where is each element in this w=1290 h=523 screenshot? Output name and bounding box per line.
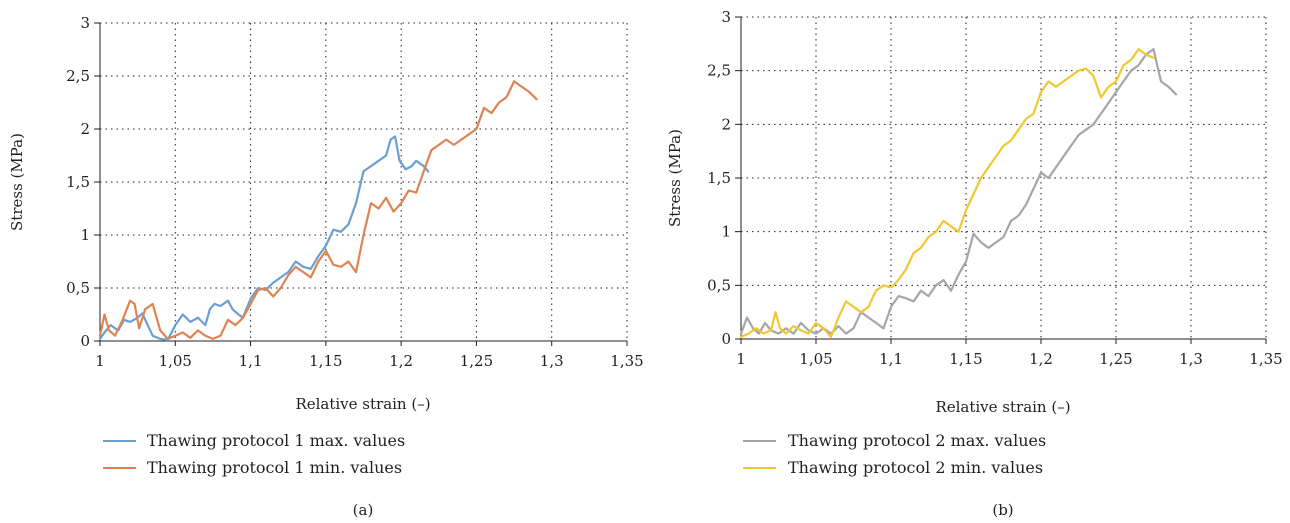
y-tick-label-a-6: 3	[80, 14, 90, 32]
legend-label-a-0: Thawing protocol 1 max. values	[147, 431, 405, 450]
series-b	[739, 48, 1178, 338]
legend-label-b-0: Thawing protocol 2 max. values	[788, 431, 1046, 450]
legend-label-b-1: Thawing protocol 2 min. values	[788, 458, 1043, 477]
x-tick-label-a-7: 1,35	[610, 352, 643, 370]
y-axis-label-a: Stress (MPa)	[8, 133, 26, 231]
y-tick-labels-b: 0 0,5 1 1,5 2 2,5 3	[707, 8, 731, 348]
y-tick-label-b-3: 1,5	[707, 169, 731, 187]
panel-b: 1 1,05 1,1 1,15 1,2 1,25 1,3 1,35 0 0,5 1 1,5 2 2,5 3…	[666, 8, 1283, 519]
y-tick-label-a-1: 0,5	[66, 279, 90, 297]
x-tick-label-b-6: 1,3	[1179, 350, 1203, 368]
x-tick-label-b-5: 1,25	[1099, 350, 1132, 368]
y-tick-label-b-0: 0	[721, 330, 731, 348]
x-tick-label-b-0: 1	[736, 350, 746, 368]
legend-label-a-1: Thawing protocol 1 min. values	[147, 458, 402, 477]
y-tick-label-b-5: 2,5	[707, 62, 731, 80]
y-tick-label-b-2: 1	[721, 223, 731, 241]
panel-label-a: (a)	[353, 501, 374, 519]
y-axis-label-b: Stress (MPa)	[666, 129, 684, 227]
y-tick-label-a-0: 0	[80, 332, 90, 350]
y-tick-label-b-1: 0,5	[707, 276, 731, 294]
x-tick-label-a-3: 1,15	[309, 352, 342, 370]
series-line-b-1	[739, 48, 1155, 338]
x-tick-label-a-4: 1,2	[389, 352, 413, 370]
legend-a: Thawing protocol 1 max. values Thawing p…	[103, 431, 405, 477]
series-line-a-1	[98, 80, 538, 340]
x-tick-label-a-2: 1,1	[239, 352, 263, 370]
legend-b: Thawing protocol 2 max. values Thawing p…	[743, 431, 1046, 477]
y-tick-label-a-3: 1,5	[66, 173, 90, 191]
y-tick-label-a-2: 1	[80, 226, 90, 244]
panel-label-b: (b)	[992, 501, 1013, 519]
x-axis-label-a: Relative strain (–)	[295, 395, 430, 413]
x-tick-label-b-2: 1,1	[879, 350, 903, 368]
series-a	[98, 80, 538, 341]
y-tick-label-b-6: 3	[721, 8, 731, 26]
axes-b	[740, 17, 1266, 340]
y-tick-label-b-4: 2	[721, 115, 731, 133]
x-axis-label-b: Relative strain (–)	[935, 398, 1070, 416]
y-tick-labels-a: 0 0,5 1 1,5 2 2,5 3	[66, 14, 90, 350]
y-tick-label-a-5: 2,5	[66, 67, 90, 85]
x-tick-label-a-6: 1,3	[540, 352, 564, 370]
series-line-a-0	[98, 135, 430, 341]
grid-b	[735, 16, 1267, 344]
series-line-b-0	[739, 48, 1178, 335]
grid-a	[94, 22, 628, 346]
x-tick-label-a-5: 1,25	[460, 352, 493, 370]
x-tick-labels-a: 1 1,05 1,1 1,15 1,2 1,25 1,3 1,35	[95, 352, 643, 370]
x-tick-label-b-3: 1,15	[949, 350, 982, 368]
axes-a	[99, 23, 627, 342]
x-tick-label-b-1: 1,05	[799, 350, 832, 368]
x-tick-label-b-4: 1,2	[1029, 350, 1053, 368]
x-tick-labels-b: 1 1,05 1,1 1,15 1,2 1,25 1,3 1,35	[736, 350, 1282, 368]
panel-a: 1 1,05 1,1 1,15 1,2 1,25 1,3 1,35 0 0,5 1 1,5 2 2,5 3…	[8, 14, 644, 519]
x-tick-label-a-0: 1	[95, 352, 105, 370]
x-tick-label-b-7: 1,35	[1249, 350, 1282, 368]
y-tick-label-a-4: 2	[80, 120, 90, 138]
x-tick-label-a-1: 1,05	[159, 352, 192, 370]
